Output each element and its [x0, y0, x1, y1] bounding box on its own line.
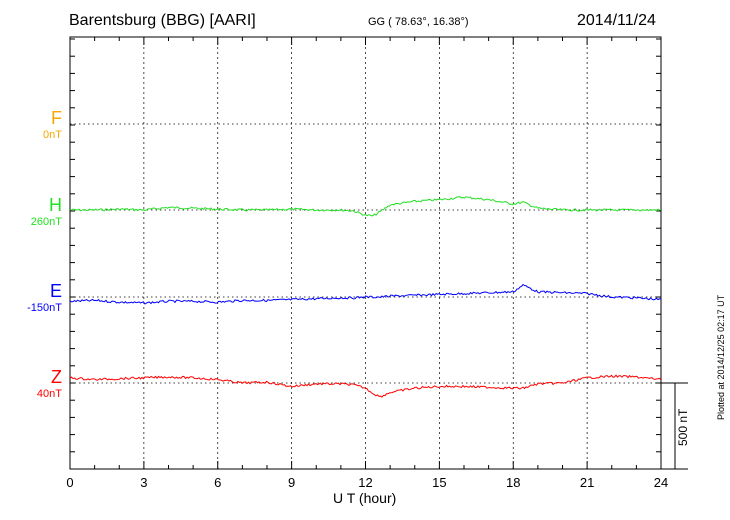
component-Z-label: Z 40nT	[0, 367, 62, 400]
x-tick-label: 9	[288, 475, 295, 490]
x-tick-label: 24	[654, 475, 668, 490]
baseline-value: 0nT	[43, 129, 62, 141]
series-line-Z	[69, 374, 662, 398]
component-name: E	[49, 281, 62, 301]
x-axis-label: U T (hour)	[333, 490, 397, 506]
component-F-label: F 0nT	[0, 108, 62, 141]
x-tick-label: 6	[214, 475, 221, 490]
component-H-label: H 260nT	[0, 195, 62, 228]
component-name: H	[49, 195, 62, 215]
component-name: Z	[51, 367, 62, 387]
component-E-label: E -150nT	[0, 281, 62, 314]
series-line-E	[69, 283, 662, 305]
x-tick-label: 21	[580, 475, 594, 490]
component-name: F	[51, 108, 62, 128]
plotted-note: Plotted at 2014/12/25 02:17 UT	[716, 294, 726, 420]
series-line-H	[69, 196, 662, 217]
baseline-value: 40nT	[36, 388, 62, 400]
chart-date: 2014/11/24	[577, 12, 656, 29]
x-tick-label: 0	[66, 475, 73, 490]
baseline-value: 260nT	[30, 216, 62, 228]
x-tick-label: 15	[432, 475, 446, 490]
station-coordinates: GG ( 78.63°, 16.38°)	[368, 16, 469, 28]
baseline-value: -150nT	[27, 302, 62, 314]
station-title: Barentsburg (BBG) [AARI]	[69, 12, 256, 29]
x-tick-label: 18	[506, 475, 520, 490]
x-tick-label: 12	[358, 475, 372, 490]
scale-bar-label: 500 nT	[676, 408, 690, 446]
x-tick-label: 3	[140, 475, 147, 490]
